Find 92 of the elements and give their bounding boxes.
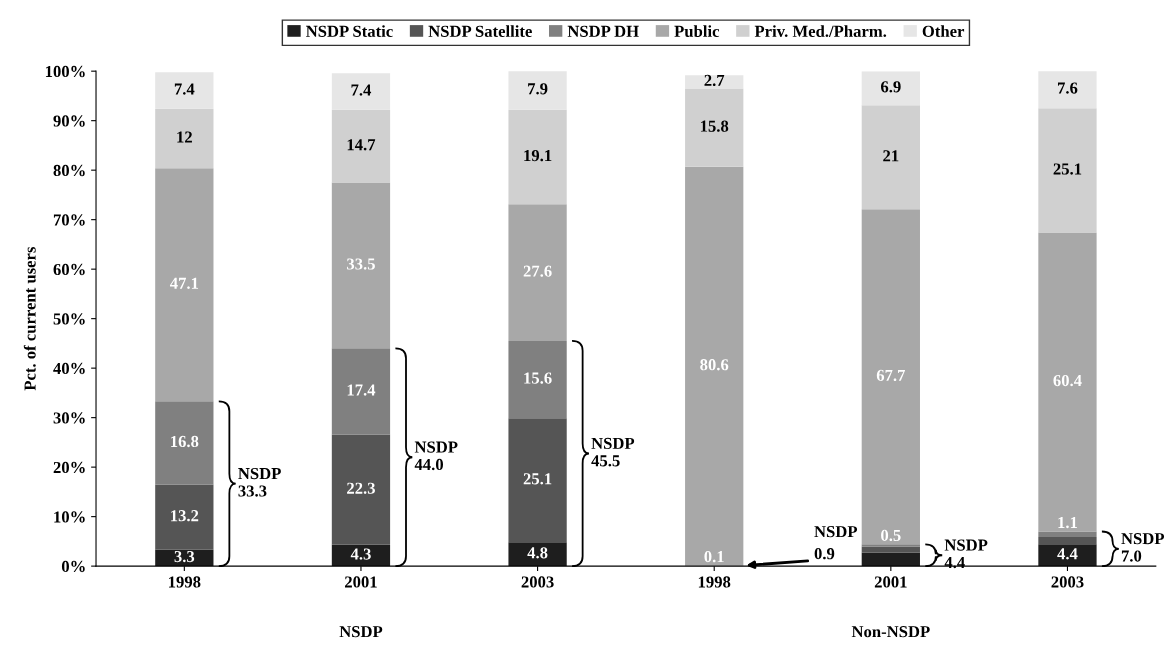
legend-label: NSDP DH [567, 25, 639, 37]
data-label: 12 [177, 131, 192, 143]
data-label: 7.4 [351, 84, 372, 96]
y-tick-label: 30% [53, 412, 85, 424]
annotation: NSDP 0.9 [814, 526, 858, 560]
legend-label: Other [922, 25, 965, 37]
bar [331, 348, 391, 435]
data-label: 16.8 [171, 435, 199, 448]
bar [508, 71, 567, 110]
y-tick-label: 80% [53, 164, 85, 177]
bar [1038, 536, 1097, 545]
legend-label: NSDP Satellite [428, 25, 532, 37]
data-label: 13.2 [171, 510, 199, 522]
bar [155, 484, 214, 550]
legend-label: Public [674, 25, 720, 37]
data-label: 3.3 [174, 550, 195, 563]
data-label: 7.6 [1058, 82, 1078, 94]
data-label: 25.1 [523, 473, 552, 485]
data-label: 0.1 [704, 551, 724, 563]
x-tick-label: 1998 [169, 576, 201, 588]
bar [331, 434, 391, 545]
bar [1038, 108, 1097, 233]
data-label: 80.6 [700, 359, 729, 371]
bar [508, 109, 567, 205]
data-label: 19.1 [524, 150, 552, 162]
data-label: 7.9 [528, 83, 548, 95]
y-tick-label: 90% [53, 115, 85, 127]
bar [861, 71, 920, 106]
text: Non-NSDP [851, 626, 930, 638]
annotation: NSDP 4.4 [944, 539, 988, 569]
bar [508, 418, 567, 543]
legend-label: Priv. Med./Pharm. [754, 25, 887, 38]
bar [861, 546, 920, 553]
bar [331, 73, 391, 110]
bar [508, 340, 567, 419]
y-tick-label: 0% [61, 560, 85, 573]
bar [508, 204, 567, 341]
x-tick-label: 2003 [1051, 576, 1084, 588]
y-tick-label: 50% [53, 313, 85, 325]
data-label: 27.6 [523, 265, 552, 277]
data-label: 67.7 [876, 369, 906, 382]
data-label: 14.7 [347, 139, 376, 151]
y-tick-label: 10% [54, 511, 85, 523]
data-label: 4.4 [1057, 548, 1078, 560]
bar [508, 542, 567, 567]
legend-label: NSDP Static [306, 25, 393, 37]
y-tick-label: 100% [45, 65, 85, 78]
bar [861, 105, 920, 210]
bar [1038, 71, 1097, 109]
x-tick-label: 2003 [521, 576, 554, 588]
x-tick-label: 2001 [874, 576, 907, 588]
annotation: NSDP 44.0 [414, 441, 458, 471]
data-label: 15.6 [524, 372, 552, 384]
bar [331, 109, 391, 183]
data-label: 2.7 [704, 74, 725, 87]
data-label: 7.4 [174, 83, 195, 95]
data-label: 6.9 [880, 81, 901, 93]
data-label: 25.1 [1053, 163, 1082, 175]
data-label: 4.8 [527, 547, 548, 559]
annotation: NSDP 7.0 [1121, 533, 1165, 562]
data-label: 15.8 [700, 120, 729, 132]
bar [861, 209, 920, 545]
y-tick-label: 40% [53, 362, 85, 375]
data-label: 1.1 [1058, 516, 1078, 529]
data-label: 22.3 [347, 482, 375, 494]
annotation: NSDP 33.3 [238, 467, 281, 497]
bar [331, 182, 391, 349]
data-label: 17.4 [347, 384, 376, 396]
bar [155, 72, 214, 109]
bar [155, 401, 214, 485]
data-label: 0.5 [881, 529, 901, 542]
bar [861, 544, 920, 547]
x-tick-label: 2001 [344, 576, 377, 588]
bar [1038, 531, 1097, 537]
bar [685, 166, 744, 566]
data-label: 60.4 [1053, 374, 1082, 387]
data-label: 4.3 [350, 548, 371, 560]
data-label: 33.5 [347, 258, 375, 270]
bar [155, 168, 214, 402]
y-tick-label: 70% [53, 214, 85, 226]
text: NSDP [339, 626, 383, 638]
annotation: NSDP 45.5 [591, 437, 635, 467]
bar [1038, 232, 1097, 532]
y-axis-title: Pct. of current users [23, 247, 36, 391]
x-tick-label: 1998 [698, 576, 731, 588]
bar [685, 88, 744, 167]
bar [1038, 544, 1097, 567]
bar [155, 108, 214, 169]
data-label: 47.1 [169, 277, 199, 289]
y-tick-label: 20% [53, 461, 85, 474]
data-label: 21 [883, 150, 899, 162]
y-tick-label: 60% [53, 263, 85, 276]
